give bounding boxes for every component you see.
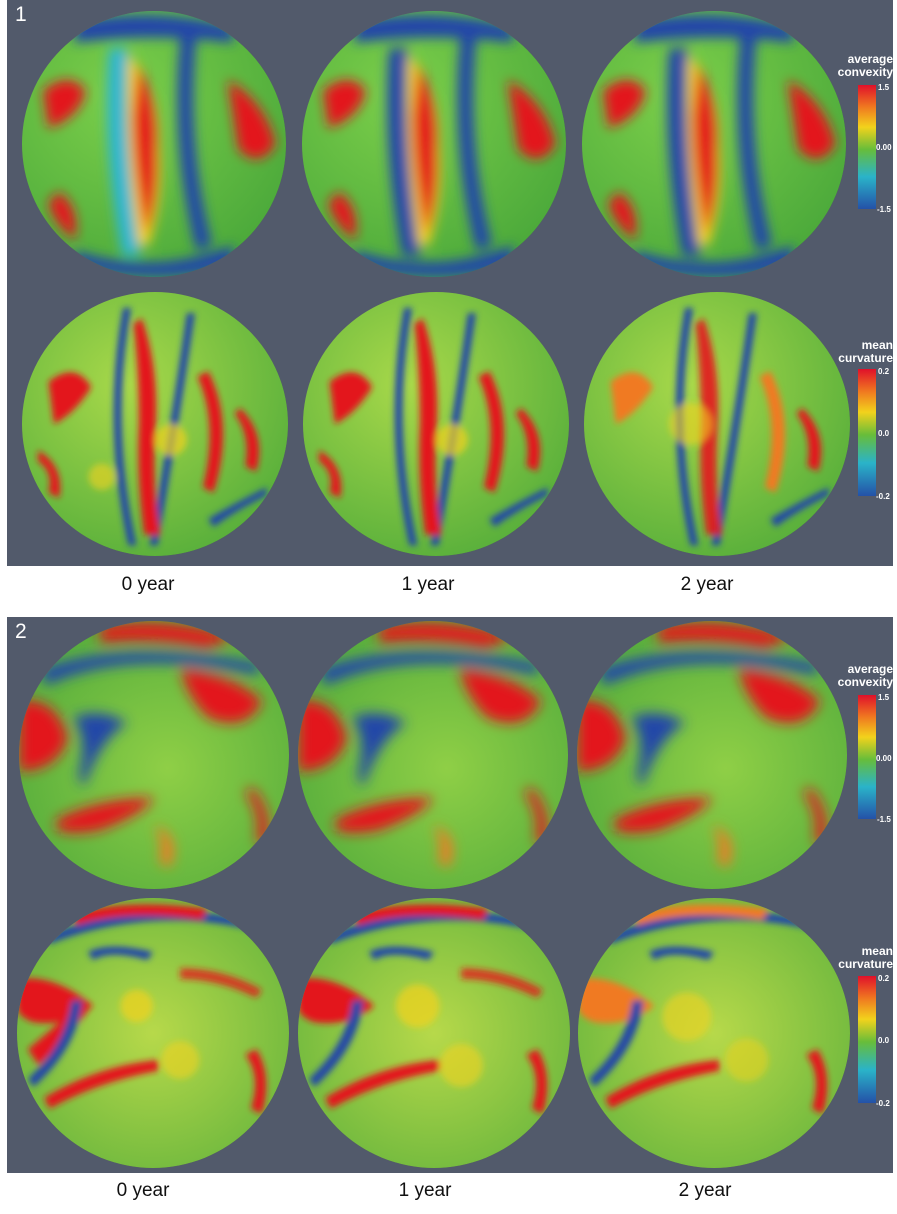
year-label: 0 year [121,574,175,595]
sphere-mean-curvature-year1 [303,292,569,556]
year-label: 1 year [398,1180,452,1201]
colorbar-title-line2: curvature [838,351,893,365]
colorbar-min: -1.5 [877,205,891,214]
colorbar-mid: 0.0 [878,429,890,438]
sphere-mean-curvature-year1 [298,898,570,1168]
colorbar-title-line2: convexity [837,65,893,79]
colorbar-title-line1: average [847,662,893,676]
colorbar-min: -0.2 [876,1099,890,1108]
sphere-avg-convexity-year1 [302,11,566,277]
colorbar-title-line1: average [847,52,893,66]
colorbar-title-line2: curvature [838,957,893,971]
colorbar-max: 1.5 [878,83,890,92]
year-label: 0 year [116,1180,170,1201]
sphere-avg-convexity-year0 [19,621,289,889]
sphere-avg-convexity-year1 [298,621,568,889]
colorbar-title: mean curvature [838,945,893,971]
colorbar-mid: 0.0 [878,1036,890,1045]
colorbar-title: average convexity [838,663,893,689]
sphere-mean-curvature-year2 [584,292,850,556]
sphere-mean-curvature-year0 [22,292,288,556]
colorbar-title-line2: convexity [837,675,893,689]
colorbar-title-line1: mean [861,944,893,958]
sphere-avg-convexity-year0 [22,11,286,277]
colorbar-mid: 0.00 [876,754,892,763]
colorbar-title: average convexity [838,53,893,79]
year-label: 2 year [678,1180,732,1201]
colorbar-gradient [858,85,876,209]
colorbar-gradient [858,369,876,496]
colorbar-max: 0.2 [878,367,890,376]
year-label: 1 year [401,574,455,595]
colorbar-max: 1.5 [878,693,890,702]
colorbar-mid: 0.00 [876,143,892,152]
colorbar-gradient [858,695,876,819]
panel-2: 2 [7,617,893,1173]
panel-label: 1 [15,3,27,26]
sphere-mean-curvature-year2 [578,898,850,1168]
colorbar-gradient [858,976,876,1103]
sphere-avg-convexity-year2 [582,11,846,277]
panel-1: 1 [7,0,893,566]
colorbar-title: mean curvature [838,339,893,365]
sphere-mean-curvature-year0 [17,898,289,1168]
colorbar-max: 0.2 [878,974,890,983]
sphere-avg-convexity-year2 [577,621,847,889]
colorbar-min: -0.2 [876,492,890,501]
colorbar-title-line1: mean [861,338,893,352]
year-label: 2 year [680,574,734,595]
colorbar-min: -1.5 [877,815,891,824]
